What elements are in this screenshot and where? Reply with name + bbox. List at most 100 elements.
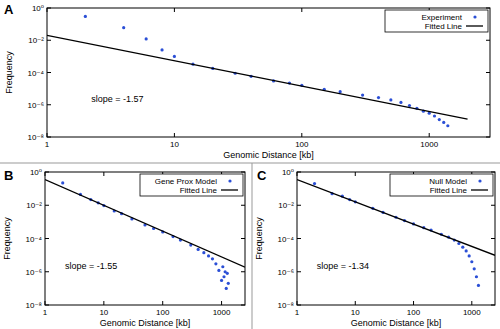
y-tick [491, 271, 495, 272]
legend-swatch [478, 179, 481, 182]
data-point [217, 269, 220, 272]
data-point [475, 275, 478, 278]
y-tick-label: 10⁻⁶ [26, 268, 42, 277]
y-tick [45, 271, 49, 272]
x-tick [103, 301, 104, 305]
legend-box [140, 174, 243, 196]
y-tick-label: 10⁻⁶ [278, 268, 294, 277]
y-tick-label: 10⁻⁴ [25, 235, 42, 244]
data-point [160, 48, 163, 51]
x-tick-label: 1 [295, 308, 300, 317]
y-tick-label: 10⁻⁸ [278, 301, 295, 310]
x-axis-label: Genomic Distance [kb] [100, 318, 191, 328]
y-tick [297, 172, 301, 173]
panel: B110100100010⁰10⁻²10⁻⁴10⁻⁶10⁻⁸Genomic Di… [2, 168, 245, 328]
fitted-line [47, 35, 468, 119]
legend: ExperimentFitted Line [385, 10, 488, 32]
x-tick [103, 172, 104, 176]
x-tick [47, 133, 48, 137]
legend-box [385, 10, 488, 32]
x-tick [47, 8, 48, 12]
data-point [227, 282, 230, 285]
x-tick [297, 172, 298, 176]
y-tick-label: 10⁻² [26, 201, 42, 210]
data-point [226, 272, 229, 275]
x-tick-label: 100 [295, 140, 309, 149]
panel: A110100100010⁰10⁻²10⁻⁴10⁻⁶10⁻⁸Genomic Di… [4, 2, 490, 160]
y-axis-label: Frequency [2, 217, 12, 260]
x-tick [297, 301, 298, 305]
y-tick [486, 8, 490, 9]
data-point [470, 260, 473, 263]
legend-swatch [466, 25, 483, 26]
legend-swatch [221, 189, 238, 190]
y-tick [47, 104, 51, 105]
data-point [145, 37, 148, 40]
panel: C110100100010⁰10⁻²10⁻⁴10⁻⁶10⁻⁸Genomic Di… [254, 168, 495, 328]
figure: A 1 10 100 1000 10⁰ 10⁻² 10⁻⁴ 10⁻⁶ 10⁻⁸ Genomic Di… [0, 0, 500, 329]
y-axis-label: Frequency [254, 217, 264, 260]
x-tick [413, 301, 414, 305]
y-tick [241, 271, 245, 272]
x-tick [174, 8, 175, 12]
y-tick [297, 271, 301, 272]
y-tick [241, 305, 245, 306]
data-point [438, 118, 441, 121]
data-point [84, 15, 87, 18]
y-tick [47, 40, 51, 41]
y-tick [486, 137, 490, 138]
x-tick [221, 301, 222, 305]
x-tick [471, 301, 472, 305]
x-tick-label: 1000 [420, 140, 438, 149]
y-tick [297, 205, 301, 206]
panel-divider [0, 163, 500, 164]
x-tick [45, 301, 46, 305]
y-tick [45, 172, 49, 173]
data-point [377, 96, 380, 99]
y-tick-label: 10⁰ [282, 168, 294, 177]
x-axis-label: Genomic Distance [kb] [223, 150, 314, 160]
x-tick-label: 10 [99, 308, 108, 317]
y-tick [491, 238, 495, 239]
panel-label: A [4, 2, 14, 17]
y-tick [241, 172, 245, 173]
legend: Null ModelFitted Line [390, 174, 493, 196]
data-point [211, 257, 214, 260]
x-tick [162, 301, 163, 305]
x-tick-label: 10 [351, 308, 360, 317]
data-point [477, 284, 480, 287]
data-point [122, 26, 125, 29]
data-point [313, 182, 316, 185]
legend-swatch [471, 189, 488, 190]
data-point [339, 90, 342, 93]
data-point [399, 101, 402, 104]
y-tick [47, 137, 51, 138]
data-point [197, 248, 200, 251]
plot-frame [47, 8, 490, 137]
data-point [222, 275, 225, 278]
x-tick-label: 1000 [463, 308, 481, 317]
data-point [173, 55, 176, 58]
data-point [473, 267, 476, 270]
panel-label: C [257, 168, 267, 183]
data-point [446, 124, 449, 127]
data-point [225, 287, 228, 290]
data-point [214, 262, 217, 265]
y-tick [297, 305, 301, 306]
annotation: slope = -1.57 [91, 94, 143, 104]
legend-label: Fitted Line [425, 22, 463, 31]
y-tick [47, 72, 51, 73]
x-tick [355, 301, 356, 305]
y-tick-label: 10⁻² [278, 201, 294, 210]
data-point [220, 279, 223, 282]
y-tick-label: 10⁰ [32, 4, 44, 13]
y-tick [241, 205, 245, 206]
background [0, 0, 500, 329]
data-point [442, 121, 445, 124]
plot-frame [297, 172, 495, 305]
x-tick-label: 1 [45, 140, 50, 149]
annotation: slope = -1.55 [65, 261, 117, 271]
panel-label: B [4, 168, 13, 183]
legend: Gene Prox ModelFitted Line [140, 174, 243, 196]
y-tick-label: 10⁰ [30, 168, 42, 177]
